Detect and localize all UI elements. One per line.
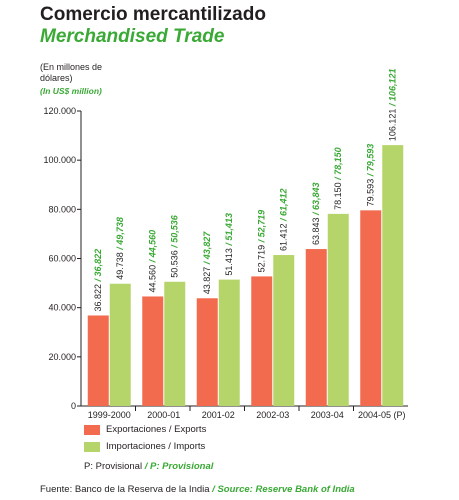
chart-title-english: Merchandised Trade xyxy=(40,26,225,47)
legend-label-imports: Importaciones / Imports xyxy=(106,441,206,452)
data-label-exports: 43.827 / 43,827 xyxy=(202,231,212,295)
data-label-imports-english: / 49,738 xyxy=(115,217,125,252)
bar-imports xyxy=(273,255,295,406)
unit-label-english: (In US$ million) xyxy=(40,86,102,96)
bar-exports xyxy=(142,296,164,406)
data-label-exports: 52.719 / 52,719 xyxy=(257,210,267,273)
bar-exports xyxy=(251,276,273,406)
data-label-exports: 44.560 / 44,560 xyxy=(148,230,158,293)
data-label-exports-english: / 52,719 xyxy=(257,210,267,245)
x-tick-label: 2003-04 xyxy=(311,410,344,420)
legend-item-exports: Exportaciones / Exports xyxy=(84,424,206,435)
data-label-exports: 36.822 / 36,822 xyxy=(93,249,103,312)
data-label-exports-spanish: 63.843 xyxy=(311,218,321,246)
legend-swatch-exports xyxy=(84,424,100,435)
legend-swatch-imports xyxy=(84,441,100,452)
provisional-note: P: Provisional / P: Provisional xyxy=(84,461,213,472)
provisional-note-spanish: P: Provisional xyxy=(84,461,143,472)
x-tick-label: 2004-05 (P) xyxy=(358,410,406,420)
data-label-imports: 78.150 / 78,150 xyxy=(333,147,343,210)
provisional-note-sep: / xyxy=(142,461,151,472)
bar-imports xyxy=(218,279,240,406)
data-label-imports-english: / 106,121 xyxy=(388,69,398,109)
y-tick-label: 20.000 xyxy=(48,352,76,362)
data-label-exports-spanish: 79.593 xyxy=(366,179,376,207)
chart-title-spanish: Comercio mercantilizado xyxy=(40,4,266,25)
bar-imports xyxy=(327,213,349,406)
data-label-imports: 106.121 / 106,121 xyxy=(388,69,398,142)
data-label-imports-spanish: 106.121 xyxy=(388,109,398,142)
y-tick-label: 0 xyxy=(71,401,76,411)
data-label-exports-english: / 36,822 xyxy=(93,249,103,284)
y-tick-label: 40.000 xyxy=(48,303,76,313)
data-label-exports-spanish: 36.822 xyxy=(93,284,103,312)
bar-exports xyxy=(305,249,327,406)
data-label-imports-spanish: 51.413 xyxy=(224,248,234,276)
data-label-imports-english: / 78,150 xyxy=(333,147,343,182)
y-tick-label: 60.000 xyxy=(48,254,76,264)
provisional-note-english: P: Provisional xyxy=(150,461,214,472)
bar-imports xyxy=(109,283,131,406)
data-label-exports-spanish: 52.719 xyxy=(257,245,267,273)
x-tick-label: 2001-02 xyxy=(202,410,235,420)
unit-label-spanish: (En millones de dólares) xyxy=(40,62,103,83)
source-spanish: Fuente: Banco de la Reserva de la India xyxy=(40,484,210,495)
source-sep: / xyxy=(209,484,218,495)
x-tick-label: 2002-03 xyxy=(256,410,289,420)
legend-label-exports: Exportaciones / Exports xyxy=(106,424,207,435)
bar-exports xyxy=(196,298,218,406)
data-label-imports-spanish: 50.536 xyxy=(170,250,180,278)
data-label-exports: 79.593 / 79,593 xyxy=(366,144,376,207)
data-label-imports: 61.412 / 61,412 xyxy=(279,188,289,251)
data-label-imports-spanish: 78.150 xyxy=(333,182,343,210)
data-label-exports-english: / 63,843 xyxy=(311,182,321,217)
y-tick-label: 120.000 xyxy=(43,106,76,116)
source-note: Fuente: Banco de la Reserva de la India … xyxy=(40,484,355,495)
data-label-imports-spanish: 49.738 xyxy=(115,252,125,280)
data-label-imports-english: / 61,412 xyxy=(279,188,289,223)
y-tick-label: 100.000 xyxy=(43,155,76,165)
data-label-exports-spanish: 44.560 xyxy=(148,265,158,293)
data-label-imports-spanish: 61.412 xyxy=(279,223,289,251)
data-label-exports-english: / 44,560 xyxy=(148,230,158,265)
y-tick-label: 80.000 xyxy=(48,204,76,214)
data-label-imports-english: / 50,536 xyxy=(170,214,180,250)
data-label-imports-english: / 51,413 xyxy=(224,213,234,248)
data-label-imports: 51.413 / 51,413 xyxy=(224,213,234,276)
data-label-exports: 63.843 / 63,843 xyxy=(311,182,321,245)
data-label-exports-english: / 79,593 xyxy=(366,144,376,179)
bar-imports xyxy=(382,145,404,406)
source-english: Source: Reserve Bank of India xyxy=(217,484,355,495)
bar-exports xyxy=(87,315,109,406)
data-label-imports: 50.536 / 50,536 xyxy=(170,214,180,278)
data-label-exports-spanish: 43.827 xyxy=(202,267,212,295)
x-tick-label: 2000-01 xyxy=(147,410,180,420)
bar-imports xyxy=(164,281,186,406)
x-tick-label: 1999-2000 xyxy=(88,410,131,420)
data-label-imports: 49.738 / 49,738 xyxy=(115,217,125,280)
data-label-exports-english: / 43,827 xyxy=(202,231,212,267)
legend-item-imports: Importaciones / Imports xyxy=(84,441,205,452)
bar-exports xyxy=(360,210,382,406)
